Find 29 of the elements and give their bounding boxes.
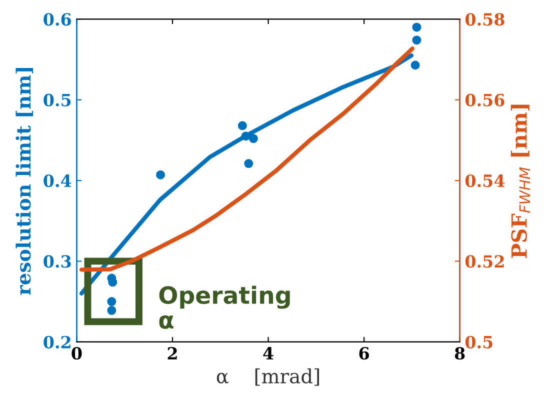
y-tick-label: 0.2	[44, 336, 70, 348]
y2-tick-label: 0.52	[465, 255, 504, 268]
y-tick-label: 0.6	[44, 13, 71, 26]
y2-tick-label: 0.56	[465, 94, 504, 106]
point	[412, 22, 422, 32]
point	[412, 36, 422, 45]
y-tick-label: 0.3	[44, 255, 71, 268]
point	[107, 297, 116, 306]
point	[107, 306, 116, 315]
x-tick-label: 6	[359, 347, 369, 360]
x-axis-title: α [mrad]	[216, 368, 319, 386]
point	[238, 121, 247, 130]
y2-tick-label: 0.54	[465, 174, 505, 188]
y-axis-title: resolution limit [nm]	[16, 68, 34, 295]
y-tick-label: 0.4	[44, 174, 72, 188]
x-tick-label: 0	[72, 347, 82, 360]
y-tick-label: 0.5	[44, 94, 71, 106]
point	[248, 134, 258, 144]
x-tick-label: 2	[168, 347, 177, 360]
x-tick-label: 8	[454, 347, 465, 360]
point	[244, 159, 254, 168]
y2-axis-title: PSF$_{FWHM}$ [nm]	[510, 104, 530, 258]
point	[156, 170, 166, 180]
point	[410, 60, 420, 70]
x-tick-label: 4	[263, 347, 274, 360]
annotation: Operating α	[159, 286, 290, 329]
y2-tick-label: 0.58	[465, 13, 504, 26]
y2-tick-label: 0.5	[465, 336, 492, 348]
point	[241, 132, 250, 141]
